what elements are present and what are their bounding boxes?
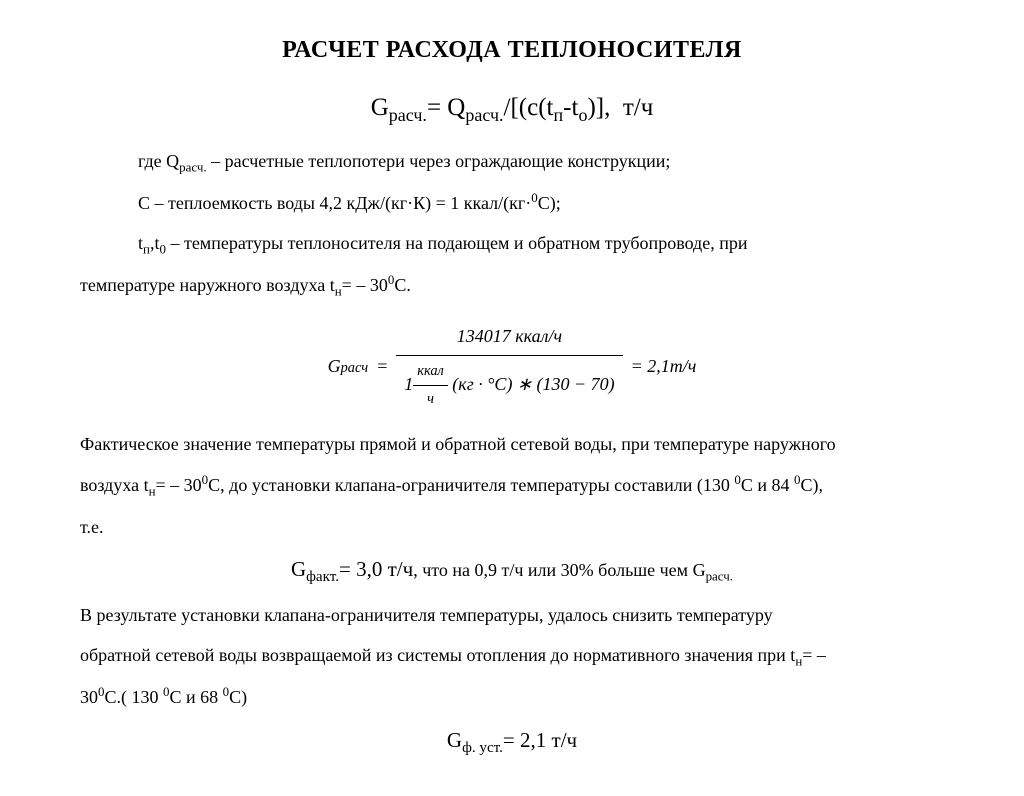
- final-g: G: [447, 728, 462, 752]
- def-c-text: С – теплоемкость воды 4,2 кДж/(кг·К) = 1…: [138, 193, 531, 213]
- def-t: tп,t0 – температуры теплоносителя на под…: [80, 226, 944, 262]
- p3b-p1: обратной сетевой воды возвращаемой из си…: [80, 645, 795, 665]
- calc-inner-num: ккал: [413, 358, 448, 386]
- formula-units: т/ч: [623, 94, 653, 121]
- fact-eq: = 3,0 т/ч: [339, 557, 413, 581]
- p3c-p4: С): [229, 687, 247, 707]
- p2b-p2: = – 30: [156, 475, 202, 495]
- formula-lhs: G: [371, 94, 389, 121]
- p3b-p2: = –: [802, 645, 826, 665]
- final-g-sub: ф. уст.: [462, 740, 503, 756]
- fact-g-sub: факт.: [306, 569, 339, 585]
- para-result-3: 300С.( 130 0С и 68 0С): [80, 680, 944, 714]
- def-q-sub: расч.: [179, 159, 206, 174]
- def-c-tail: С);: [538, 193, 561, 213]
- p2b-p3: С, до установки клапана-ограничителя тем…: [208, 475, 734, 495]
- p2b-p1: воздуха t: [80, 475, 149, 495]
- fact-tail-sub: расч.: [706, 569, 733, 584]
- calc-formula: Gрасч = 134017 ккал/ч 1ккалч (кг ∙ °С) ∗…: [80, 319, 944, 414]
- para-fact-1: Фактическое значение температуры прямой …: [80, 427, 944, 461]
- def-t-line2: температуре наружного воздуха tн= – 300С…: [80, 268, 944, 304]
- calc-inner-den: ч: [413, 386, 448, 413]
- def-q-where: где Q: [138, 151, 179, 171]
- def-t2-p3: С.: [394, 275, 411, 295]
- p2b-s1: н: [149, 483, 156, 498]
- p3c-p1: 30: [80, 687, 98, 707]
- calc-inner-frac: ккалч: [413, 358, 448, 414]
- def-q-text: – расчетные теплопотери через ограждающи…: [207, 151, 671, 171]
- p3c-p3: С и 68: [169, 687, 222, 707]
- calc-g-sub: расч: [341, 360, 368, 376]
- p3c-p2: С.( 130: [104, 687, 163, 707]
- def-t-text: – температуры теплоносителя на подающем …: [166, 233, 748, 253]
- calc-den1: 1: [404, 374, 413, 394]
- calc-result: = 2,1т/ч: [631, 349, 697, 383]
- para-result-2: обратной сетевой воды возвращаемой из си…: [80, 638, 944, 674]
- formula-div-close: )],: [587, 94, 610, 121]
- def-c: С – теплоемкость воды 4,2 кДж/(кг·К) = 1…: [80, 186, 944, 220]
- calc-fraction: 134017 ккал/ч 1ккалч (кг ∙ °С) ∗ (130 − …: [396, 319, 622, 414]
- calc-g: G: [328, 356, 341, 376]
- main-formula: Gрасч.= Qрасч./[(c(tп-tо)], т/ч: [80, 84, 944, 132]
- def-t2-p2: = – 30: [342, 275, 388, 295]
- p2b-p5: С),: [801, 475, 824, 495]
- formula-lhs-sub: расч.: [389, 105, 427, 125]
- fact-g: G: [291, 557, 306, 581]
- fact-tail: , что на 0,9 т/ч или 30% больше чем G: [413, 560, 705, 580]
- para-fact-2: воздуха tн= – 300С, до установки клапана…: [80, 468, 944, 504]
- formula-c: c(t: [527, 94, 553, 121]
- page-title: РАСЧЕТ РАСХОДА ТЕПЛОНОСИТЕЛЯ: [80, 28, 944, 74]
- calc-den-rest: (кг ∙ °С) ∗ (130 − 70): [452, 374, 614, 394]
- final-eq: = 2,1 т/ч: [503, 728, 577, 752]
- calc-eq: =: [376, 349, 388, 383]
- formula-minus: -t: [563, 94, 578, 121]
- para-result-1: В результате установки клапана-ограничит…: [80, 598, 944, 632]
- formula-q-sub: расч.: [465, 105, 503, 125]
- para-fact-3: т.е.: [80, 510, 944, 544]
- calc-denominator: 1ккалч (кг ∙ °С) ∗ (130 − 70): [396, 356, 622, 414]
- final-formula: Gф. уст.= 2,1 т/ч: [80, 721, 944, 763]
- def-t2-p1: температуре наружного воздуха t: [80, 275, 335, 295]
- def-t2-s1: н: [335, 284, 342, 299]
- p2b-p4: С и 84: [741, 475, 794, 495]
- calc-numerator: 134017 ккал/ч: [396, 319, 622, 356]
- def-q: где Qрасч. – расчетные теплопотери через…: [80, 144, 944, 180]
- formula-div-open: /[(: [504, 94, 528, 121]
- fact-formula: Gфакт.= 3,0 т/ч, что на 0,9 т/ч или 30% …: [80, 550, 944, 592]
- formula-q: Q: [447, 94, 465, 121]
- formula-tp-sub: п: [554, 105, 564, 125]
- def-t-s1: п: [143, 242, 150, 257]
